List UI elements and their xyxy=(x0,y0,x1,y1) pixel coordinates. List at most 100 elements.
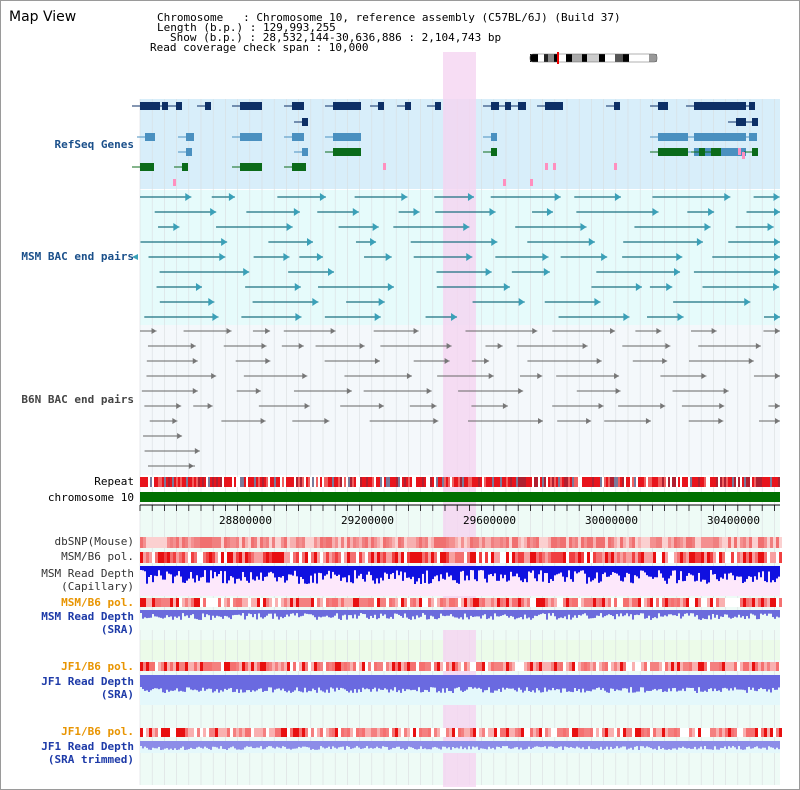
depth-bar xyxy=(510,610,512,616)
depth-bar xyxy=(488,741,490,747)
heat-cell xyxy=(611,598,614,607)
heat-cell xyxy=(584,728,587,737)
depth-bar xyxy=(720,675,722,692)
heat-cell xyxy=(497,728,500,737)
heat-cell xyxy=(179,552,182,563)
heat-cell xyxy=(755,662,758,671)
heat-cell xyxy=(350,552,353,563)
heat-cell xyxy=(731,537,734,548)
heat-cell xyxy=(149,598,152,607)
heat-cell xyxy=(725,537,728,548)
depth-bar xyxy=(340,675,342,688)
depth-bar xyxy=(376,675,378,692)
depth-bar xyxy=(534,566,536,579)
depth-bar xyxy=(374,741,376,749)
depth-bar xyxy=(480,566,482,571)
heat-cell xyxy=(677,662,680,671)
depth-bar xyxy=(776,566,778,579)
heat-cell xyxy=(515,598,518,607)
depth-bar xyxy=(558,741,560,747)
refseq-marker xyxy=(173,179,176,186)
depth-bar xyxy=(334,610,336,616)
heat-cell xyxy=(542,552,545,563)
heat-cell xyxy=(284,662,287,671)
depth-bar xyxy=(332,741,334,747)
depth-bar xyxy=(328,610,330,618)
depth-bar xyxy=(304,610,306,614)
depth-bar xyxy=(300,741,302,748)
depth-bar xyxy=(272,675,274,693)
repeat-segment xyxy=(554,477,556,487)
heat-cell xyxy=(341,537,344,548)
heat-cell xyxy=(770,728,773,737)
depth-bar xyxy=(552,610,554,614)
depth-bar xyxy=(630,610,632,615)
depth-bar xyxy=(640,741,642,747)
depth-bar xyxy=(734,741,736,748)
depth-bar xyxy=(670,566,672,576)
heat-cell xyxy=(212,598,215,607)
heat-cell xyxy=(455,728,458,737)
depth-bar xyxy=(718,741,720,750)
heat-cell xyxy=(518,598,521,607)
heat-cell xyxy=(461,728,464,737)
heat-cell xyxy=(443,537,446,548)
heat-cell xyxy=(197,598,200,607)
refseq-gene xyxy=(749,102,755,110)
heat-cell xyxy=(221,728,224,737)
heat-cell xyxy=(188,552,191,563)
heat-cell xyxy=(410,662,413,671)
depth-bar xyxy=(462,741,464,750)
track-label-b6n-bac[interactable]: B6N BAC end pairs xyxy=(21,393,134,406)
msm-bac-end xyxy=(132,254,138,260)
heat-cell xyxy=(383,728,386,737)
repeat-segment xyxy=(422,477,424,487)
repeat-segment xyxy=(340,477,342,487)
repeat-segment xyxy=(654,477,656,487)
depth-bar xyxy=(168,741,170,750)
heat-cell xyxy=(434,662,437,671)
depth-bar xyxy=(334,675,336,692)
depth-bar xyxy=(146,610,148,619)
depth-bar xyxy=(562,566,564,577)
heat-cell xyxy=(389,662,392,671)
repeat-segment xyxy=(708,477,710,487)
depth-bar xyxy=(408,566,410,578)
repeat-segment xyxy=(452,477,454,487)
repeat-segment xyxy=(480,477,482,487)
depth-bar xyxy=(374,675,376,688)
msm-bac-end xyxy=(466,253,473,261)
heat-cell xyxy=(578,728,581,737)
depth-bar xyxy=(422,675,424,693)
track-label-msm-bac[interactable]: MSM BAC end pairs xyxy=(21,250,134,263)
heat-cell xyxy=(779,662,782,671)
repeat-segment xyxy=(680,477,682,487)
depth-bar xyxy=(350,610,352,616)
repeat-segment xyxy=(570,477,572,487)
heat-cell xyxy=(671,598,674,607)
depth-bar xyxy=(506,610,508,616)
heat-cell xyxy=(215,728,218,737)
refseq-gene xyxy=(491,133,497,141)
repeat-segment xyxy=(302,477,304,487)
refseq-gene xyxy=(333,102,361,110)
repeat-segment xyxy=(184,477,186,487)
heat-cell xyxy=(776,728,779,737)
heat-cell xyxy=(713,598,716,607)
depth-bar xyxy=(674,675,676,688)
depth-bar xyxy=(404,741,406,750)
depth-bar xyxy=(166,675,168,690)
depth-bar xyxy=(528,610,530,618)
depth-bar xyxy=(310,741,312,750)
depth-bar xyxy=(374,610,376,615)
depth-bar xyxy=(378,741,380,749)
heat-cell xyxy=(275,662,278,671)
depth-bar xyxy=(362,675,364,688)
depth-bar xyxy=(766,741,768,750)
track-label-refseq[interactable]: RefSeq Genes xyxy=(54,138,134,151)
heat-cell xyxy=(170,552,173,563)
depth-bar xyxy=(224,610,226,616)
heat-cell xyxy=(524,728,527,737)
depth-bar xyxy=(762,566,764,572)
